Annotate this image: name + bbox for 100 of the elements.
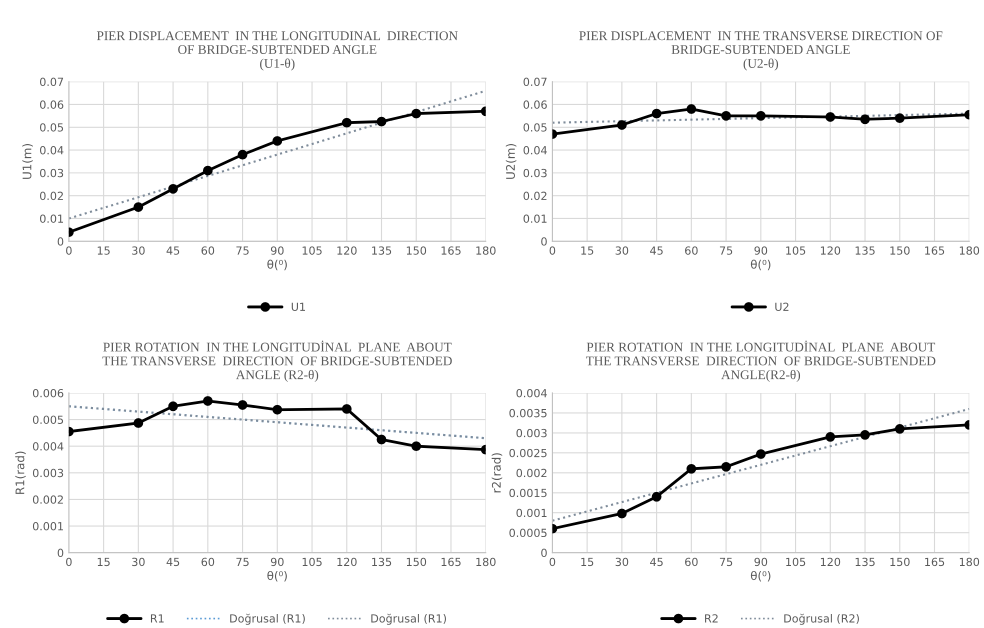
x-tick-label: 15 [98,246,110,255]
x-tick-label: 135 [372,558,392,566]
x-tick-label: 120 [820,558,840,566]
y-tick-label: 0.0005 [509,528,547,538]
x-tick-label: 45 [650,246,663,255]
y-tick-label: 0.06 [40,100,64,109]
y-tick-label: 0.02 [524,192,546,200]
x-tick-label: 150 [890,558,910,566]
y-tick-label: 0.03 [40,168,64,178]
x-tick-label: 135 [856,246,875,255]
chart-title: PIER ROTATION IN THE LONGITUDİNAL PLANE ABOUT THE TRANSVERSE DIRECTION OF BRIDGE-SUBTENDED ANGLE(R2-θ) [586,340,936,382]
legend-label: U2 [775,302,788,311]
x-tick-label: 90 [270,558,284,566]
x-tick-label: 180 [960,558,980,566]
y-tick-label: 0 [541,237,547,246]
y-tick-label: 0.002 [516,468,546,478]
y-tick-label: 0.06 [524,100,547,109]
x-tick-label: 120 [337,558,357,566]
legend-label: Doğrusal (R1) [230,614,305,625]
x-axis-title: θ(⁰) [750,260,770,270]
legend-label: U1 [292,302,305,311]
y-tick-label: 0.03 [524,168,547,178]
x-tick-label: 45 [166,246,180,255]
x-tick-label: 0 [550,558,556,566]
x-tick-label: 60 [685,558,698,566]
x-tick-label: 180 [476,246,496,255]
x-tick-label: 45 [650,558,663,566]
y-tick-label: 0.05 [524,123,547,132]
y-tick-label: 0.0035 [509,408,547,418]
y-tick-label: 0.006 [32,388,64,398]
y-tick-label: 0.004 [32,442,64,451]
chart-title: PIER DISPLACEMENT IN THE LONGITUDINAL DIRECTION OF BRIDGE-SUBTENDED ANGLE (U1-θ) [96,31,458,71]
y-tick-label: 0.01 [40,214,63,223]
x-tick-label: 135 [856,558,875,566]
y-tick-label: 0.001 [32,522,63,530]
y-tick-label: 0 [541,548,547,558]
y-tick-label: 0.04 [40,146,64,154]
x-tick-label: 45 [166,558,180,566]
x-tick-label: 30 [132,558,145,566]
x-tick-label: 180 [960,246,980,255]
x-tick-label: 15 [581,558,594,566]
y-axis-title: U2(m) [506,144,516,179]
y-tick-label: 0.04 [524,146,547,154]
x-tick-label: 135 [372,246,392,255]
x-tick-label: 60 [685,246,698,255]
y-tick-label: 0.0025 [509,448,547,458]
x-axis-title: θ(⁰) [267,570,287,582]
chart-title: PIER DISPLACEMENT IN THE TRANSVERSE DIRECTION OF BRIDGE-SUBTENDED ANGLE (U2-θ) [579,31,942,71]
y-axis-title: R1(rad) [15,452,26,494]
x-tick-label: 120 [820,246,840,255]
x-tick-label: 15 [581,246,594,255]
x-tick-label: 150 [406,558,426,566]
x-tick-label: 75 [720,246,732,255]
x-tick-label: 105 [786,558,806,566]
x-tick-label: 165 [925,558,944,566]
legend-label: R2 [705,614,718,622]
x-tick-label: 75 [720,558,732,566]
x-tick-label: 165 [925,246,944,255]
y-tick-label: 0.001 [516,508,547,518]
x-tick-label: 165 [442,246,461,255]
x-tick-label: 105 [302,246,322,255]
x-tick-label: 75 [236,558,249,566]
legend-label: Doğrusal (R2) [784,614,859,625]
x-tick-label: 150 [890,246,910,255]
y-tick-label: 0.02 [40,192,63,200]
x-tick-label: 120 [337,246,357,255]
x-tick-label: 0 [66,558,72,566]
x-tick-label: 105 [302,558,322,566]
x-tick-label: 90 [270,246,284,255]
x-tick-label: 30 [616,558,628,566]
x-tick-label: 105 [786,246,806,255]
y-tick-label: 0.01 [524,214,547,223]
x-axis-title: θ(⁰) [750,570,770,582]
x-tick-label: 0 [66,246,72,255]
x-axis-title: θ(⁰) [267,260,287,270]
y-tick-label: 0.005 [32,416,64,424]
x-tick-label: 60 [202,558,214,566]
x-tick-label: 75 [236,246,249,255]
y-tick-label: 0 [58,548,64,558]
y-tick-label: 0.07 [40,78,64,86]
x-tick-label: 165 [442,558,461,566]
y-tick-label: 0.07 [524,78,547,86]
chart-title: PIER ROTATION IN THE LONGITUDİNAL PLANE ABOUT THE TRANSVERSE DIRECTION OF BRIDGE-SUBTENDED ANGLE (R2-θ) [102,340,452,382]
y-tick-label: 0.0015 [509,488,547,498]
legend-label: Doğrusal (R1) [371,614,446,625]
y-tick-label: 0.002 [32,495,63,504]
y-tick-label: 0 [58,237,64,246]
y-axis-title: U1(m) [22,144,33,179]
x-tick-label: 60 [202,246,214,255]
legend-label: R1 [150,614,164,622]
x-tick-label: 30 [616,246,628,255]
x-tick-label: 30 [132,246,145,255]
x-tick-label: 150 [406,246,426,255]
x-tick-label: 15 [98,558,110,566]
y-tick-label: 0.004 [516,388,547,398]
y-axis-title: r2(rad) [492,453,502,492]
y-tick-label: 0.003 [516,428,547,438]
x-tick-label: 180 [476,558,496,566]
x-tick-label: 0 [550,246,556,255]
y-tick-label: 0.05 [40,123,64,132]
